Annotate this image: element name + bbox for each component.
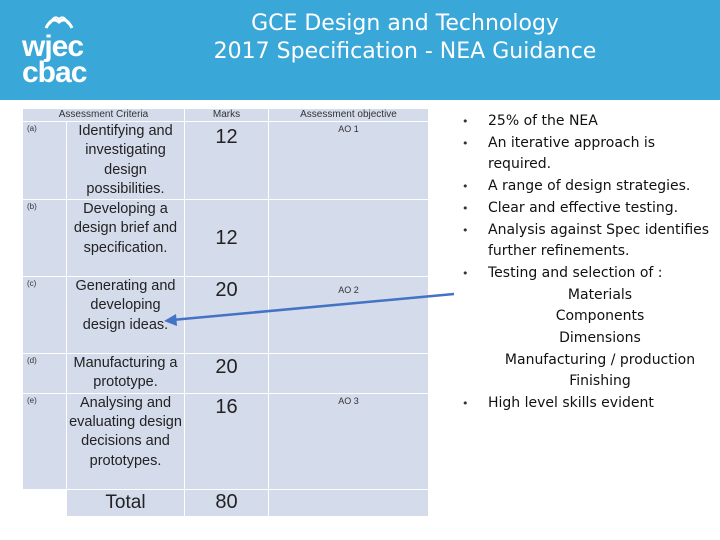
row-letter: (d) [22,353,67,394]
list-item: • Clear and effective testing. [462,198,712,220]
row-ao: AO 3 [268,392,429,490]
header-objective: Assessment objective [268,108,429,122]
row-marks: 20 [184,276,269,355]
wjec-logo: wjec cbac [22,12,92,89]
bullet-icon: • [462,223,469,237]
header-banner: wjec cbac GCE Design and Technology 2017… [0,0,720,100]
table-row: (c) Generating and developing design ide… [22,276,429,355]
row-ao: AO 1 [268,120,429,201]
header-criteria: Assessment Criteria [22,108,185,122]
table-row: (d) Manufacturing a prototype. 20 [22,353,429,394]
table-row: (a) Identifying and investigating design… [22,120,429,201]
title-line-1: GCE Design and Technology [251,11,559,36]
list-item: • An iterative approach is required. [462,134,656,173]
row-ao: AO 2 [268,276,429,355]
row-marks: 20 [184,353,269,394]
row-letter: (b) [22,199,67,278]
row-criterion: Identifying and investigating design pos… [66,120,185,201]
assessment-table: Assessment Criteria Marks Assessment obj… [22,108,429,517]
bullet-icon: • [462,266,469,280]
row-marks: 12 [184,199,269,278]
logo-cbac-text: cbac [22,56,87,89]
sub-item: Dimensions [559,330,641,347]
title-line-2: 2017 Specification - NEA Guidance [213,39,597,64]
logo-wjec-text: wjec [22,30,84,63]
list-item: • Analysis against Spec identifies furthe… [462,221,710,260]
book-icon [44,16,74,29]
total-label: Total [66,488,185,517]
row-criterion: Manufacturing a prototype. [66,353,185,394]
page-title: GCE Design and Technology 2017 Specifica… [170,10,640,66]
row-marks: 12 [184,120,269,201]
total-empty [268,488,429,517]
total-spacer [22,488,67,517]
row-letter: (e) [22,392,67,490]
bullet-icon: • [462,115,469,128]
bullet-icon: • [462,397,469,411]
row-ao [268,353,429,394]
sub-item: Components [555,308,645,325]
sub-item: Manufacturing / production [504,351,696,368]
bullet-icon: • [462,136,469,150]
list-item: • High level skills evident [462,393,712,415]
row-letter: (a) [22,120,67,201]
table-row-total: Total 80 [22,488,429,517]
row-letter: (c) [22,276,67,355]
table-row: (b) Developing a design brief and specif… [22,199,429,278]
list-item: • Testing and selection of : [462,263,712,285]
bullet-icon: • [462,201,469,215]
bullet-icon: • [462,180,469,194]
list-item: • A range of design strategies. [462,176,712,198]
row-criterion: Developing a design brief and specificat… [66,199,185,278]
row-criterion: Analysing and evaluating design decision… [66,392,185,490]
sub-item: Finishing [569,373,631,390]
row-marks: 16 [184,392,269,490]
table-row: (e) Analysing and evaluating design deci… [22,392,429,490]
row-ao [268,199,429,278]
key-points-list: • 25% of the NEA • An iterative approach i… [462,111,712,415]
row-criterion: Generating and developing design ideas. [66,276,185,355]
total-value: 80 [184,488,269,517]
list-item: • 25% of the NEA [462,111,712,133]
header-marks: Marks [184,108,269,122]
sub-item: Materials [567,286,633,303]
